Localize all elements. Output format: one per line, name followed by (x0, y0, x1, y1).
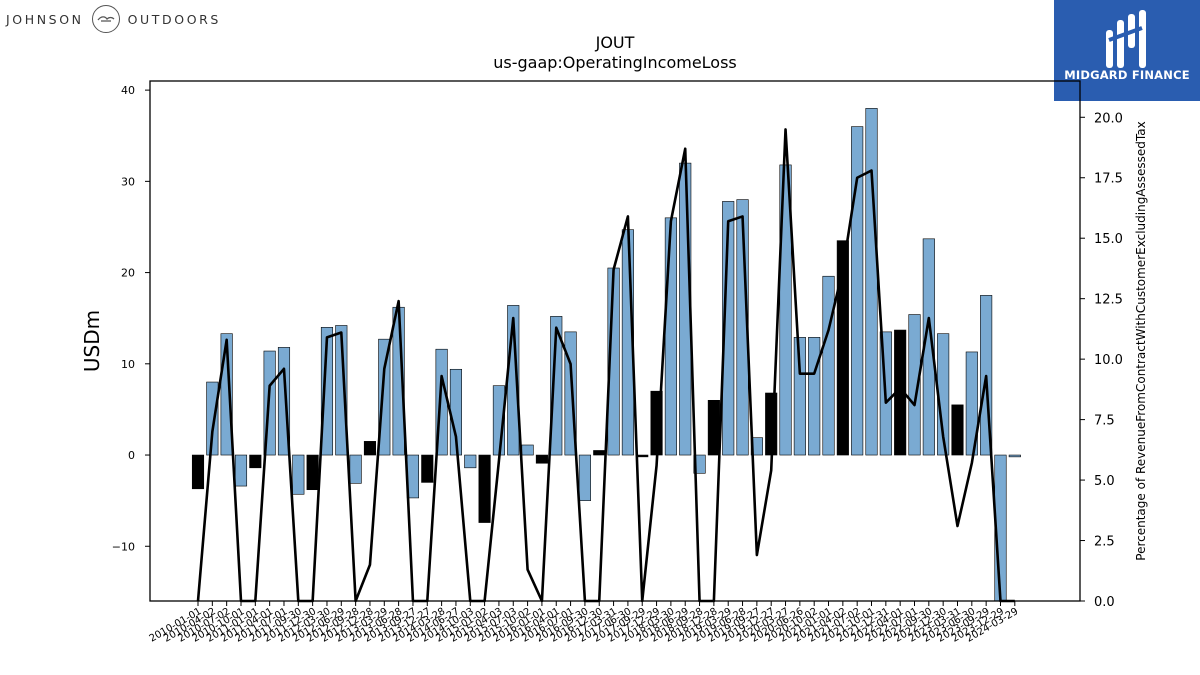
bar (693, 454, 706, 474)
bar (564, 331, 577, 456)
bar (578, 454, 591, 501)
bar (965, 351, 978, 456)
bar (822, 275, 835, 456)
bar (636, 454, 649, 458)
bar (363, 441, 377, 456)
bar (550, 316, 563, 456)
y2-tick-label: 20.0 (1094, 111, 1123, 126)
y-tick-label: 30 (121, 175, 135, 188)
y2-axis-label: Percentage of RevenueFromContractWithCus… (1134, 121, 1148, 560)
y2-tick-label: 17.5 (1094, 172, 1123, 187)
bar (808, 337, 821, 456)
y-tick-label: 10 (121, 358, 135, 371)
logo-word-outdoors: OUTDOORS (127, 11, 221, 27)
bar (234, 454, 248, 487)
bar (951, 404, 964, 456)
y2-tick-label: 2.5 (1094, 535, 1115, 550)
johnson-outdoors-logo: JOHNSON OUTDOORS (6, 4, 221, 34)
midgard-mark-icon (1106, 10, 1146, 68)
bar (464, 454, 477, 469)
y2-tick-label: 12.5 (1094, 293, 1123, 308)
y-tick-label: −10 (112, 540, 135, 553)
bar (277, 347, 291, 456)
midgard-finance-name: MIDGARD FINANCE (1064, 68, 1190, 82)
bar (320, 327, 334, 456)
bird-icon (97, 16, 115, 22)
bar (206, 381, 219, 456)
y-axis: −10 0 10 20 30 40 (112, 84, 150, 553)
y2-tick-label: 5.0 (1094, 474, 1115, 489)
bar (378, 338, 391, 456)
y2-axis: 0.0 2.5 5.0 7.5 10.0 12.5 15.0 17.5 20.0 (1080, 111, 1123, 610)
bar (191, 454, 205, 490)
bar (593, 450, 606, 456)
bar (664, 217, 677, 456)
chart-subtitle: us-gaap:OperatingIncomeLoss (493, 53, 737, 72)
bar (335, 325, 348, 456)
bar (349, 454, 362, 484)
bar (1008, 454, 1021, 458)
y-tick-label: 40 (121, 84, 135, 97)
bar (478, 454, 491, 523)
bar (707, 399, 720, 456)
y-axis-label: USDm (80, 310, 104, 372)
x-axis: 2010-01-012010-04-022010-07-022010-10-01… (148, 601, 1020, 645)
line-group (196, 128, 1015, 603)
bar-group (191, 108, 1021, 602)
y2-tick-label: 0.0 (1094, 595, 1115, 610)
bar (421, 454, 434, 483)
bar (249, 454, 262, 469)
y2-tick-label: 10.0 (1094, 353, 1123, 368)
pct-series-line (196, 128, 1015, 603)
bar (535, 454, 548, 464)
bar (722, 201, 735, 456)
logo-word-johnson: JOHNSON (6, 11, 84, 27)
bar (779, 164, 792, 456)
bar (851, 126, 864, 456)
y-tick-label: 0 (128, 449, 135, 462)
bar (521, 444, 534, 456)
y2-tick-label: 7.5 (1094, 414, 1115, 429)
y2-tick-label: 15.0 (1094, 232, 1123, 247)
midgard-finance-logo: MIDGARD FINANCE (1054, 0, 1200, 101)
bar (306, 454, 319, 491)
bar (292, 454, 305, 495)
logo-emblem-icon (91, 5, 120, 33)
bar (908, 314, 921, 456)
y-tick-label: 20 (121, 267, 135, 280)
bar (865, 108, 878, 456)
chart-title: JOUT (595, 33, 635, 52)
bar (836, 240, 849, 456)
bar (220, 333, 233, 456)
bar (793, 337, 806, 456)
plot-frame (149, 80, 1081, 602)
